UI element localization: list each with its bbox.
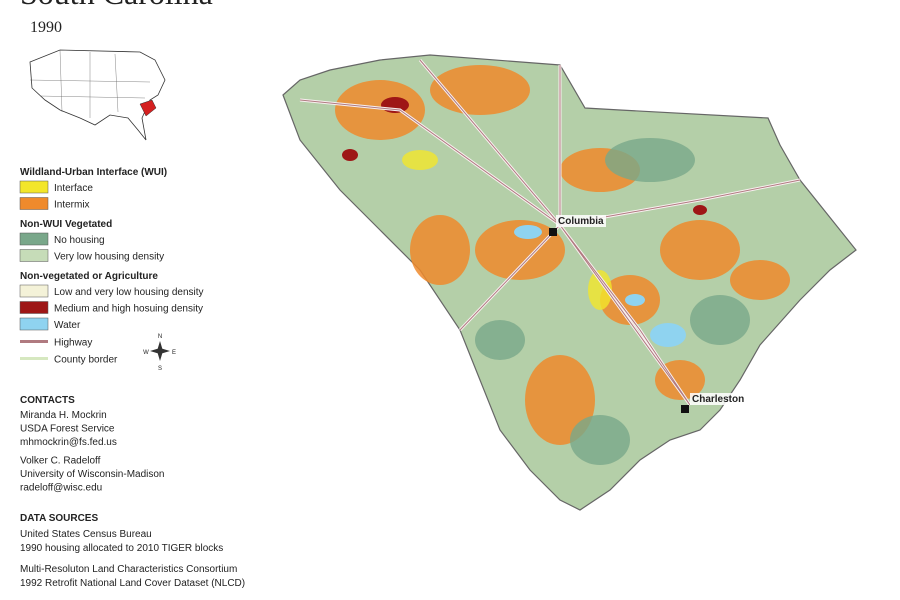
compass-letter: N (158, 334, 162, 340)
city-label: Columbia (558, 216, 604, 227)
city-marker (549, 228, 557, 236)
legend-label: Water (54, 320, 81, 331)
state-map (282, 54, 857, 511)
city-label: Charleston (692, 394, 744, 405)
legend-label: Interface (54, 183, 93, 194)
source-line: 1992 Retrofit National Land Cover Datase… (20, 578, 245, 589)
legend-label: Medium and high hosuing density (54, 304, 203, 315)
legend-swatch (19, 249, 49, 262)
legend-heading: Non-WUI Vegetated (20, 219, 112, 230)
legend-label: County border (54, 355, 118, 366)
city-marker (681, 405, 689, 413)
city-label-bg (690, 393, 740, 405)
legend-label: Intermix (54, 200, 90, 211)
source-line: United States Census Bureau (20, 529, 152, 540)
source-line: 1990 housing allocated to 2010 TIGER blo… (20, 543, 223, 554)
legend-label: Very low housing density (54, 252, 164, 263)
legend-heading: Wildland-Urban Interface (WUI) (20, 167, 167, 178)
legend-label: Highway (54, 338, 92, 349)
inset-map (29, 49, 166, 141)
contact-line: Miranda H. Mockrin (20, 410, 107, 421)
legend-swatch (19, 197, 49, 210)
compass-letter: W (143, 350, 149, 356)
legend-swatch (19, 317, 49, 331)
source-line: Multi-Resoluton Land Characteristics Con… (20, 564, 237, 575)
legend-swatch (19, 301, 49, 314)
year: 1990 (30, 19, 62, 36)
legend-swatch (19, 180, 49, 194)
contacts-heading: CONTACTS (20, 395, 75, 406)
compass-rose (150, 341, 170, 361)
sources-heading: DATA SOURCES (20, 513, 98, 524)
legend-label: Low and very low housing density (54, 287, 204, 298)
compass-letter: E (172, 350, 176, 356)
legend-swatch (19, 284, 49, 298)
contact-line: University of Wisconsin-Madison (20, 469, 165, 480)
title: South Carolina (20, 0, 213, 11)
contact-line: Volker C. Radeloff (20, 456, 101, 467)
legend-swatch (19, 232, 49, 246)
compass-letter: S (158, 366, 162, 372)
legend-heading: Non-vegetated or Agriculture (20, 271, 158, 282)
contact-line: radeloff@wisc.edu (20, 483, 102, 494)
city-label-bg (556, 215, 606, 227)
legend-label: No housing (54, 235, 105, 246)
contact-line: mhmockrin@fs.fed.us (20, 437, 117, 448)
contact-line: USDA Forest Service (20, 424, 115, 435)
